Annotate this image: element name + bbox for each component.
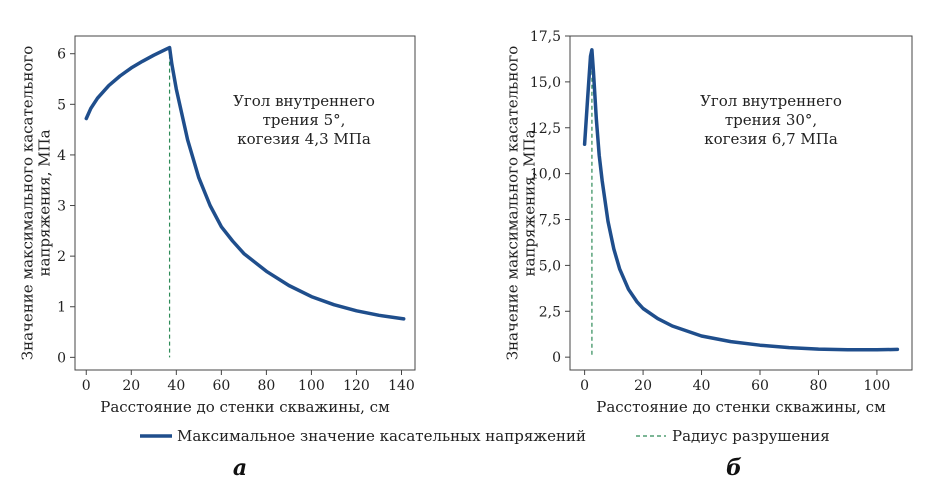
y-axis-label-line1: Значение максимального касательного: [18, 46, 36, 361]
y-axis-label-line2: напряжения, МПа: [520, 129, 538, 276]
x-tick-label: 80: [257, 378, 275, 394]
x-tick-label: 60: [212, 378, 230, 394]
x-axis-label: Расстояние до стенки скважины, см: [596, 398, 886, 416]
y-tick-label: 17,5: [530, 29, 561, 45]
chart-panel-a: 0 20 40 60 80 100 120 140 0 1 2 3 4 5 6 Угол внутренне…: [18, 35, 416, 481]
tick-marks: 0 20 40 60 80 100 120 140 0 1 2 3 4 5 6: [57, 47, 415, 394]
x-tick-label: 60: [751, 378, 769, 394]
x-tick-label: 100: [864, 378, 891, 394]
panel-letter-a: а: [233, 455, 247, 481]
annotation-line: Угол внутреннего: [700, 92, 842, 110]
y-tick-label: 0: [57, 350, 66, 366]
y-tick-label: 2,5: [539, 304, 561, 320]
x-tick-label: 100: [298, 378, 325, 394]
x-tick-label: 80: [810, 378, 828, 394]
y-axis-label-line1: Значение максимального касательного: [503, 46, 521, 361]
y-tick-label: 2: [57, 249, 66, 265]
chart-panel-b: 0 20 40 60 80 100 0 2,5 5,0 7,5 10,0 12,5 15,0 17,5 У…: [503, 29, 913, 481]
x-tick-label: 120: [343, 378, 370, 394]
y-tick-label: 1: [57, 300, 66, 316]
series-lines: [582, 48, 900, 352]
legend-label-failure-radius: Радиус разрушения: [672, 427, 830, 445]
x-tick-label: 140: [388, 378, 415, 394]
x-tick-label: 40: [693, 378, 711, 394]
tick-marks: 0 20 40 60 80 100 0 2,5 5,0 7,5 10,0 12,5 15,0 17,5: [530, 29, 890, 394]
annotation-line: когезия 6,7 МПа: [704, 130, 838, 148]
y-tick-label: 5: [57, 97, 66, 113]
y-tick-label: 15,0: [530, 75, 561, 91]
annotation-line: когезия 4,3 МПа: [237, 130, 371, 148]
y-tick-label: 6: [57, 47, 66, 63]
series-line: [84, 45, 406, 321]
y-tick-label: 3: [57, 199, 66, 215]
y-tick-label: 4: [57, 148, 66, 164]
panel-letter-b: б: [726, 455, 742, 481]
x-tick-label: 40: [167, 378, 185, 394]
legend-label-series: Максимальное значение касательных напряж…: [177, 427, 586, 445]
legend: Максимальное значение касательных напряж…: [140, 427, 830, 445]
plot-frame: [74, 35, 416, 371]
plot-frame: [569, 35, 913, 371]
y-tick-label: 0: [552, 350, 561, 366]
x-axis-label: Расстояние до стенки скважины, см: [100, 398, 390, 416]
series-line: [582, 48, 900, 352]
x-tick-label: 20: [122, 378, 140, 394]
y-tick-label: 10,0: [530, 167, 561, 183]
annotation-line: трения 30°,: [725, 111, 817, 129]
y-tick-label: 5,0: [539, 258, 561, 274]
y-axis-label-line2: напряжения, МПа: [35, 129, 53, 276]
y-tick-label: 12,5: [530, 121, 561, 137]
y-tick-label: 7,5: [539, 213, 561, 229]
x-tick-label: 20: [634, 378, 652, 394]
series-lines: [84, 45, 406, 321]
x-tick-label: 0: [580, 378, 589, 394]
annotation-line: Угол внутреннего: [233, 92, 375, 110]
x-tick-label: 0: [82, 378, 91, 394]
annotation-line: трения 5°,: [263, 111, 346, 129]
